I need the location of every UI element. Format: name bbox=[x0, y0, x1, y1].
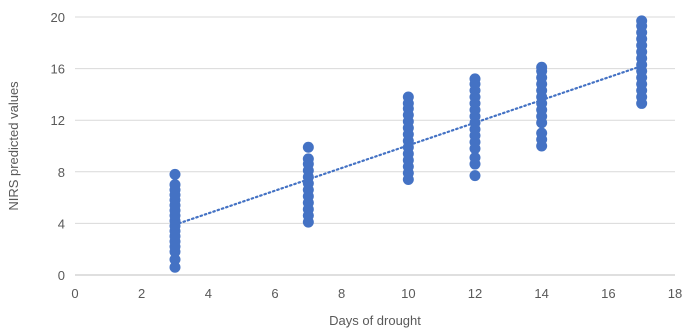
y-tick-label: 8 bbox=[58, 165, 65, 180]
x-tick-label: 0 bbox=[71, 286, 78, 301]
tick-labels: 0 4 8 12 16 20 0 2 4 6 8 10 12 14 16 18 bbox=[51, 10, 683, 301]
y-tick-label: 16 bbox=[51, 62, 65, 77]
x-tick-label: 10 bbox=[401, 286, 415, 301]
y-tick-label: 12 bbox=[51, 113, 65, 128]
x-tick-label: 2 bbox=[138, 286, 145, 301]
data-point bbox=[169, 254, 181, 266]
x-tick-label: 16 bbox=[601, 286, 615, 301]
x-tick-label: 6 bbox=[271, 286, 278, 301]
data-points bbox=[169, 15, 648, 273]
data-point bbox=[636, 15, 648, 27]
x-tick-label: 4 bbox=[205, 286, 212, 301]
data-point bbox=[469, 152, 481, 164]
data-point bbox=[469, 170, 481, 182]
x-tick-label: 14 bbox=[534, 286, 548, 301]
data-point bbox=[536, 127, 548, 139]
gridlines bbox=[75, 16, 675, 224]
y-tick-label: 20 bbox=[51, 10, 65, 25]
x-axis-title: Days of drought bbox=[329, 313, 421, 328]
data-point bbox=[169, 168, 181, 180]
y-tick-label: 4 bbox=[58, 216, 65, 231]
data-point bbox=[536, 61, 548, 73]
data-point bbox=[402, 91, 414, 103]
y-tick-label: 0 bbox=[58, 268, 65, 283]
data-point bbox=[169, 261, 181, 273]
x-tick-label: 12 bbox=[468, 286, 482, 301]
x-tick-label: 8 bbox=[338, 286, 345, 301]
x-tick-label: 18 bbox=[668, 286, 682, 301]
data-point bbox=[469, 73, 481, 85]
data-point bbox=[302, 141, 314, 153]
data-point bbox=[169, 179, 181, 191]
data-point bbox=[302, 153, 314, 165]
y-axis-title: NIRS predicted values bbox=[6, 81, 21, 211]
